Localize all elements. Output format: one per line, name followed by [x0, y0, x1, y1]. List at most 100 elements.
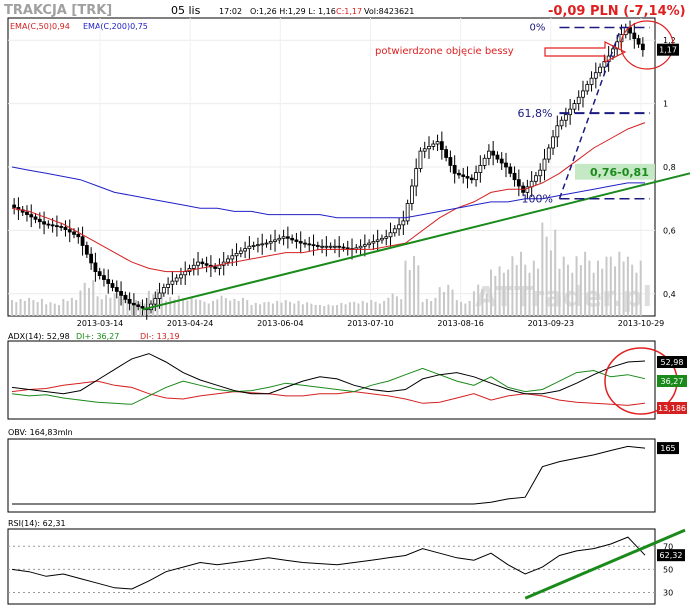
candle-body [632, 32, 637, 40]
fib-618-label: 61,8% [517, 107, 552, 120]
candle-body [42, 221, 46, 225]
candle-body [640, 43, 645, 51]
candle-body [337, 245, 342, 248]
rsi-panel [7, 528, 656, 605]
obv-end-tag-text: 165 [660, 444, 675, 453]
candle-body [534, 175, 538, 182]
candle-body [414, 168, 419, 187]
candle-body [170, 280, 175, 285]
candle-body [226, 258, 230, 263]
candle-body [256, 244, 260, 247]
candle-body [362, 244, 367, 247]
candle-body [179, 274, 183, 279]
candle-body [345, 247, 350, 250]
adx-line [11, 353, 646, 395]
candle-body [572, 103, 577, 110]
candle-body [290, 237, 295, 241]
obv-label: OBV: 164,83mln [8, 428, 73, 437]
candle-body [123, 294, 128, 300]
candle-body [67, 229, 72, 233]
adx-end-tag [657, 402, 687, 414]
candle-body [410, 185, 414, 204]
support-zone [575, 163, 655, 180]
candle-body [615, 41, 620, 50]
price-y-tick: 0,4 [663, 290, 676, 299]
candle-body [598, 66, 602, 74]
candle-body [324, 245, 329, 248]
candle-body [495, 154, 500, 160]
candle-body [504, 162, 508, 168]
candle-body [444, 149, 449, 158]
candle-body [405, 203, 410, 222]
last-price-text: 1,17 [659, 46, 677, 55]
date-tick: 2013-07-10 [347, 319, 394, 328]
candle-body [213, 266, 218, 269]
candle-body [106, 279, 111, 284]
candle-body [119, 291, 123, 296]
candle-body [114, 287, 119, 292]
adx-label: ADX(14): 52,98 [8, 332, 70, 341]
candle-body [367, 242, 372, 246]
rsi-y-tick: 50 [663, 565, 673, 574]
candle-body [59, 226, 64, 228]
candle-body [512, 172, 517, 181]
adx-end-tag-text: 36,27 [661, 377, 684, 386]
candle-body [478, 165, 483, 173]
header-close: C:1,17 [336, 7, 362, 16]
candle-body [542, 158, 547, 171]
candle-body [551, 136, 555, 149]
candle-body [392, 228, 397, 234]
ticker-title: TRAKCJA [TRK] [4, 3, 112, 18]
rsi-trend-line [524, 528, 686, 600]
candle-body [546, 147, 551, 160]
candle-body [439, 141, 444, 150]
candle-body [140, 306, 145, 309]
candle-body [397, 224, 401, 230]
candle-body [452, 165, 457, 174]
candle-body [238, 250, 243, 254]
candle-body [448, 157, 453, 166]
candle-body [298, 241, 303, 244]
candle-body [555, 125, 560, 138]
candle-body [243, 248, 247, 252]
candle-body [12, 204, 17, 208]
candle-body [294, 239, 299, 242]
date-tick: 2013-03-14 [77, 319, 124, 328]
candle-body [166, 283, 171, 288]
rsi-y-tick: 30 [663, 588, 673, 597]
candle-body [260, 243, 265, 246]
candle-body [380, 237, 384, 241]
support-zone-label: 0,76-0,81 [590, 166, 649, 179]
candle-body [25, 211, 29, 215]
candle-body [50, 224, 55, 227]
header-ohlc: O:1,26 H:1,29 L: 1,16 [250, 7, 336, 16]
candle-body [418, 150, 423, 169]
date-tick: 2013-06-04 [257, 319, 304, 328]
candle-body [465, 176, 470, 179]
candle-body [102, 275, 106, 280]
date-tick: 2013-09-23 [528, 319, 575, 328]
ema200-line [11, 166, 645, 219]
candle-body [401, 220, 406, 226]
candle-body [358, 245, 363, 249]
breakout-note: potwierdzone objęcie bessy [375, 46, 514, 57]
adx-end-tag-text: 13,186 [658, 404, 686, 413]
candle-body [320, 245, 324, 248]
candle-body [285, 236, 290, 239]
candle-body [268, 241, 273, 244]
rsi-end-tag [657, 549, 685, 562]
date-tick: 2013-08-16 [437, 319, 484, 328]
di-plus-line [11, 367, 646, 405]
candle-body [491, 150, 496, 156]
adx-end-tag-text: 52,98 [661, 358, 684, 367]
rsi-line [11, 536, 646, 590]
candle-body [273, 239, 277, 242]
ema50-line [11, 122, 646, 273]
candle-body [277, 237, 282, 241]
candle-body [427, 145, 431, 150]
candle-body [333, 245, 337, 248]
candle-body [435, 141, 440, 145]
candle-body [55, 225, 59, 228]
